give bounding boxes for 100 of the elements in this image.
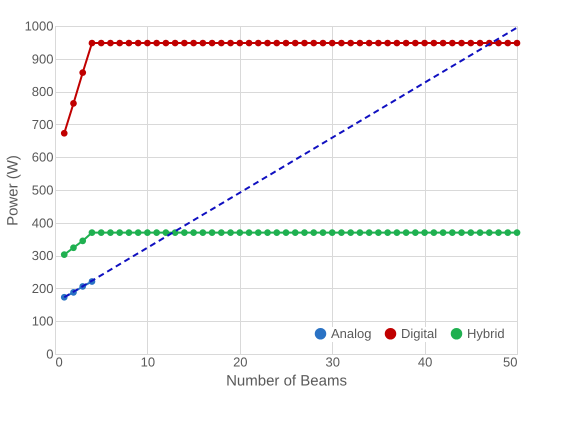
point <box>366 40 373 46</box>
point <box>134 40 142 46</box>
point <box>375 40 382 46</box>
y-tick-label: 900 <box>32 51 54 66</box>
point <box>107 40 114 46</box>
point <box>458 229 465 236</box>
y-tick-label: 600 <box>32 150 54 165</box>
point <box>320 229 326 236</box>
point <box>162 40 170 46</box>
point <box>448 229 456 236</box>
point <box>190 229 197 236</box>
point <box>514 229 520 236</box>
point <box>504 40 512 46</box>
point <box>153 229 160 236</box>
x-tick-label: 0 <box>56 354 63 370</box>
point <box>254 229 262 236</box>
point <box>264 229 271 236</box>
y-tick-label: 300 <box>32 248 54 264</box>
x-tick-label: 30 <box>325 354 340 370</box>
y-tick-label: 700 <box>32 116 54 132</box>
point <box>172 40 178 46</box>
point <box>208 229 216 236</box>
point <box>338 40 345 46</box>
y-axis-title: Power (W) <box>4 155 22 226</box>
point <box>384 40 391 46</box>
point <box>458 40 465 46</box>
point <box>246 229 252 236</box>
point <box>356 40 364 46</box>
point <box>338 229 345 236</box>
point <box>402 40 410 46</box>
x-axis-title: Number of Beams <box>226 372 347 390</box>
point <box>199 40 206 46</box>
point <box>412 229 419 236</box>
point <box>328 229 336 236</box>
point <box>236 40 244 46</box>
point <box>402 229 410 236</box>
point <box>116 229 124 236</box>
point <box>448 40 456 46</box>
point <box>310 229 318 236</box>
point <box>347 40 354 46</box>
point <box>181 40 188 46</box>
point <box>227 229 234 236</box>
point <box>440 229 446 236</box>
point <box>440 40 446 46</box>
point <box>292 40 299 46</box>
y-tick-label: 100 <box>32 314 54 329</box>
point <box>504 229 512 236</box>
legend-label: Analog <box>331 326 372 341</box>
point <box>366 229 373 236</box>
point <box>347 229 354 236</box>
y-tick-label: 200 <box>32 280 54 296</box>
point <box>467 40 474 46</box>
point <box>126 40 132 46</box>
point <box>116 40 124 46</box>
point <box>60 251 68 258</box>
legend-label: Digital <box>401 326 438 341</box>
point <box>199 229 206 236</box>
x-tick-label: 50 <box>503 354 518 370</box>
point <box>246 40 252 46</box>
point <box>162 229 170 236</box>
point <box>310 40 318 46</box>
point <box>476 229 484 236</box>
x-tick-label: 20 <box>233 354 248 370</box>
point <box>208 40 216 46</box>
point <box>236 229 244 236</box>
point <box>320 40 326 46</box>
point <box>254 40 262 46</box>
y-tick-label: 800 <box>32 84 54 100</box>
point <box>70 244 77 252</box>
point <box>356 229 364 236</box>
point <box>375 229 382 236</box>
point <box>218 229 225 236</box>
point <box>88 40 96 46</box>
point <box>514 40 520 46</box>
point <box>394 40 400 46</box>
point <box>328 40 336 46</box>
point <box>218 40 225 46</box>
point <box>144 229 151 236</box>
point <box>301 40 308 46</box>
point <box>486 229 493 236</box>
x-tick-label: 40 <box>418 354 432 370</box>
x-tick-label: 10 <box>140 354 156 370</box>
point <box>421 40 428 46</box>
point <box>273 40 280 46</box>
point <box>264 40 271 46</box>
point <box>292 229 299 236</box>
point <box>190 40 197 46</box>
point <box>88 229 96 236</box>
point <box>495 40 502 46</box>
point <box>227 40 234 46</box>
y-tick-label: 500 <box>32 182 54 198</box>
point <box>301 229 308 236</box>
point <box>107 229 114 236</box>
y-tick-label: 400 <box>32 215 54 230</box>
legend-label: Hybrid <box>467 326 505 341</box>
point <box>79 69 86 76</box>
point <box>282 40 290 46</box>
point <box>495 229 502 236</box>
point <box>126 229 132 236</box>
point <box>70 100 77 107</box>
